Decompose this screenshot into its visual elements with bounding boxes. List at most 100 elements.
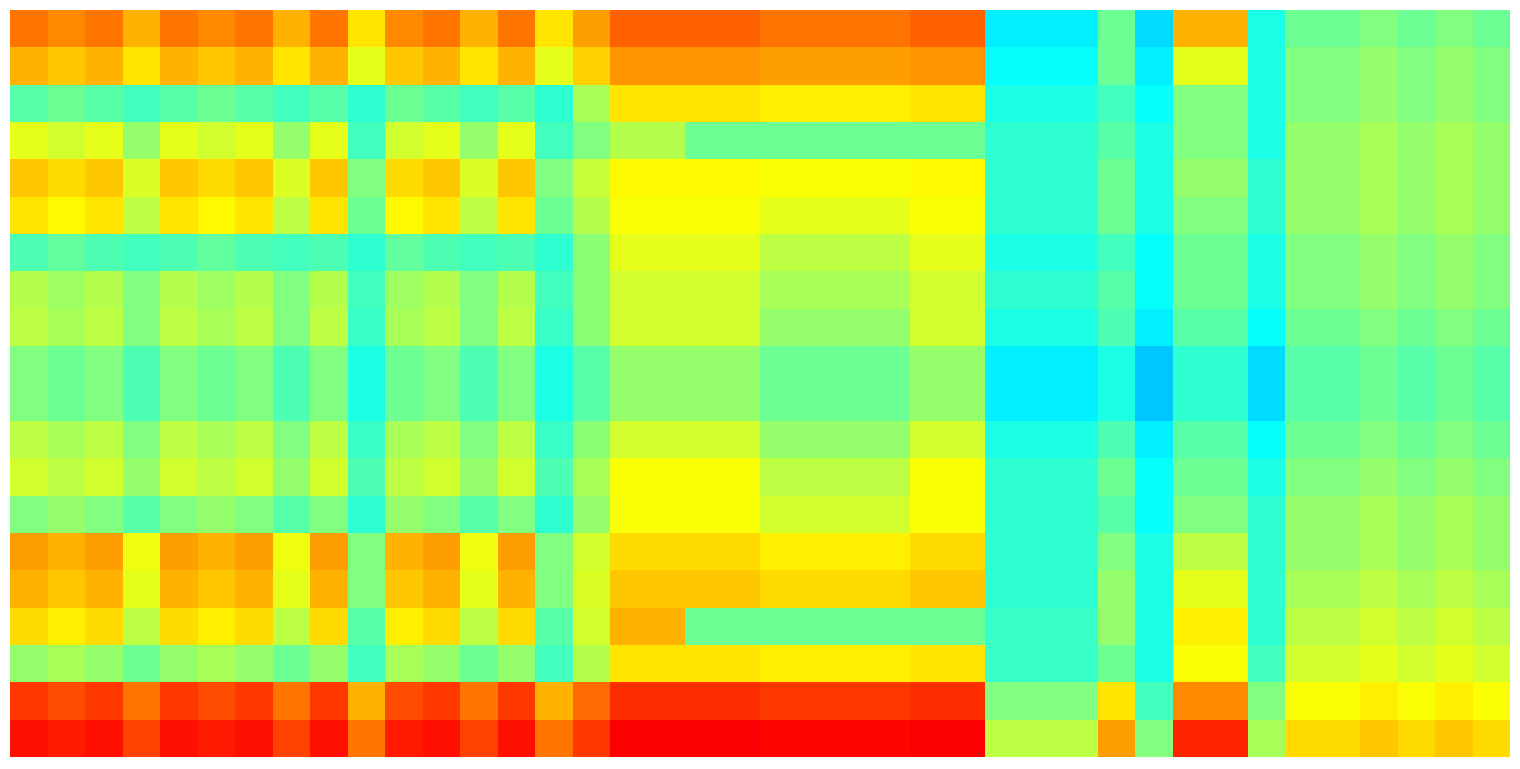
cell — [48, 496, 85, 533]
cell — [1135, 458, 1173, 496]
cell — [1210, 159, 1248, 197]
cell — [1285, 533, 1323, 570]
cell — [835, 384, 873, 421]
cell — [423, 197, 460, 234]
cell — [198, 608, 235, 645]
cell — [123, 346, 160, 384]
cell — [498, 10, 535, 47]
cell — [798, 197, 835, 234]
cell — [310, 122, 348, 159]
cell — [1360, 533, 1398, 570]
cell — [460, 608, 498, 645]
cell — [385, 85, 423, 122]
cell — [10, 421, 48, 458]
cell — [1473, 234, 1510, 271]
cell — [1360, 271, 1398, 309]
cell — [10, 271, 48, 309]
cell — [348, 384, 385, 421]
cell — [1285, 159, 1323, 197]
cell — [835, 421, 873, 458]
cell — [1173, 122, 1210, 159]
cell — [1060, 47, 1098, 85]
cell — [1060, 10, 1098, 47]
cell — [385, 384, 423, 421]
cell — [535, 496, 573, 533]
cell — [798, 496, 835, 533]
cell — [535, 458, 573, 496]
cell — [948, 47, 985, 85]
cell — [610, 720, 648, 757]
cell — [48, 271, 85, 309]
cell — [798, 421, 835, 458]
cell — [1210, 645, 1248, 682]
cell — [1435, 10, 1473, 47]
cell — [835, 10, 873, 47]
cell — [310, 458, 348, 496]
cell — [1135, 47, 1173, 85]
cell — [1435, 682, 1473, 720]
cell — [1248, 384, 1285, 421]
cell — [1248, 10, 1285, 47]
cell — [48, 720, 85, 757]
cell — [835, 309, 873, 346]
cell — [10, 85, 48, 122]
cell — [1473, 496, 1510, 533]
cell — [1098, 421, 1135, 458]
cell — [160, 85, 198, 122]
cell — [910, 720, 948, 757]
cell — [160, 720, 198, 757]
cell — [760, 234, 798, 271]
cell — [498, 720, 535, 757]
cell — [1398, 421, 1435, 458]
cell — [423, 234, 460, 271]
cell — [385, 271, 423, 309]
cell — [85, 384, 123, 421]
cell — [1473, 271, 1510, 309]
cell — [1360, 159, 1398, 197]
cell — [723, 720, 760, 757]
cell — [760, 421, 798, 458]
cell — [1473, 309, 1510, 346]
cell — [235, 533, 273, 570]
cell — [498, 309, 535, 346]
cell — [1323, 234, 1360, 271]
cell — [648, 570, 685, 608]
cell — [798, 458, 835, 496]
cell — [1473, 570, 1510, 608]
cell — [385, 10, 423, 47]
cell — [1098, 645, 1135, 682]
cell — [1248, 570, 1285, 608]
cell — [648, 496, 685, 533]
cell — [1248, 197, 1285, 234]
cell — [948, 309, 985, 346]
cell — [385, 234, 423, 271]
cell — [910, 421, 948, 458]
cell — [985, 85, 1023, 122]
cell — [48, 346, 85, 384]
cell — [198, 458, 235, 496]
cell — [1360, 682, 1398, 720]
cell — [160, 346, 198, 384]
cell — [348, 682, 385, 720]
cell — [648, 122, 685, 159]
cell — [235, 682, 273, 720]
cell — [123, 10, 160, 47]
cell — [1135, 271, 1173, 309]
cell — [760, 458, 798, 496]
cell — [1023, 570, 1060, 608]
cell — [610, 421, 648, 458]
cell — [10, 47, 48, 85]
cell — [910, 10, 948, 47]
cell — [873, 10, 910, 47]
cell — [573, 47, 610, 85]
cell — [1060, 421, 1098, 458]
cell — [1473, 608, 1510, 645]
cell — [985, 122, 1023, 159]
cell — [498, 458, 535, 496]
cell — [723, 85, 760, 122]
cell — [948, 85, 985, 122]
cell — [460, 645, 498, 682]
cell — [1285, 47, 1323, 85]
cell — [1360, 384, 1398, 421]
cell — [535, 122, 573, 159]
